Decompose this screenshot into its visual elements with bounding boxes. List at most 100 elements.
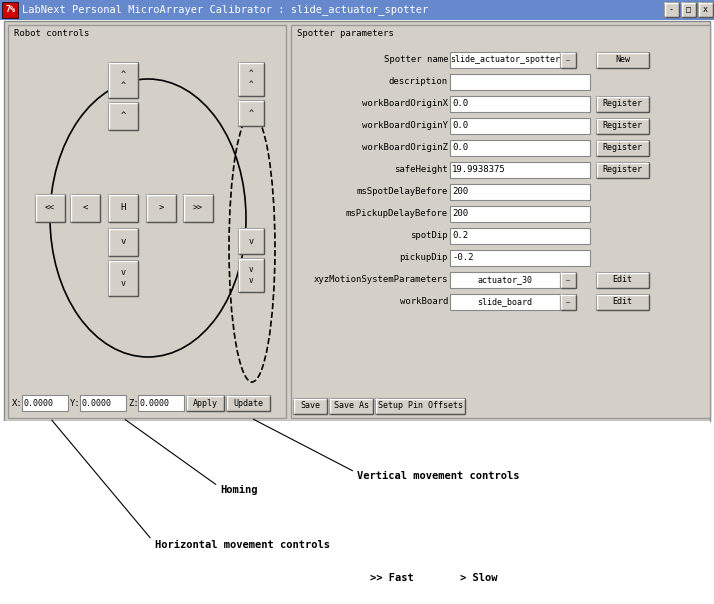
- Bar: [560, 272, 576, 288]
- Bar: [4, 21, 710, 421]
- Bar: [146, 194, 176, 222]
- Bar: [329, 398, 373, 414]
- Text: 19.9938375: 19.9938375: [452, 165, 506, 175]
- Text: —: —: [566, 277, 570, 283]
- Text: Register: Register: [603, 100, 643, 109]
- Bar: [108, 102, 138, 130]
- Bar: [238, 228, 264, 254]
- Text: 0.2: 0.2: [452, 231, 468, 240]
- Text: >: >: [159, 204, 164, 213]
- Text: x: x: [703, 5, 708, 14]
- Bar: [450, 272, 560, 288]
- Text: slide_actuator_spotter: slide_actuator_spotter: [450, 56, 560, 65]
- Bar: [450, 250, 590, 266]
- Text: 200: 200: [452, 210, 468, 219]
- Bar: [450, 96, 590, 112]
- Bar: [560, 52, 576, 68]
- Bar: [293, 398, 327, 414]
- Text: 0.0: 0.0: [452, 100, 468, 109]
- Text: actuator_30: actuator_30: [478, 275, 533, 284]
- Text: Edit: Edit: [613, 275, 633, 284]
- Bar: [450, 228, 590, 244]
- Text: v
v: v v: [248, 265, 253, 284]
- Text: Edit: Edit: [613, 298, 633, 306]
- Text: X:: X:: [12, 399, 23, 408]
- Bar: [375, 398, 465, 414]
- Text: ^: ^: [121, 112, 126, 121]
- Bar: [681, 2, 696, 17]
- Bar: [108, 228, 138, 256]
- Bar: [560, 294, 576, 310]
- Text: 0.0: 0.0: [452, 121, 468, 130]
- Bar: [596, 294, 649, 310]
- Text: v: v: [248, 237, 253, 245]
- Bar: [450, 52, 560, 68]
- Bar: [238, 62, 264, 96]
- Bar: [596, 140, 649, 156]
- Bar: [596, 52, 649, 68]
- Bar: [450, 140, 590, 156]
- Text: <: <: [82, 204, 88, 213]
- Text: 0.0000: 0.0000: [82, 399, 112, 408]
- Text: Setup Pin Offsets: Setup Pin Offsets: [378, 402, 463, 411]
- Bar: [226, 395, 270, 411]
- Text: Register: Register: [603, 144, 643, 152]
- Bar: [0, 0, 714, 20]
- Text: ^
^: ^ ^: [121, 70, 126, 90]
- Text: workBoardOriginY: workBoardOriginY: [362, 121, 448, 130]
- Bar: [450, 294, 560, 310]
- Text: pickupDip: pickupDip: [400, 254, 448, 263]
- Text: >>: >>: [193, 204, 203, 213]
- Bar: [138, 395, 184, 411]
- Bar: [183, 194, 213, 222]
- Text: Homing: Homing: [220, 485, 258, 495]
- Bar: [80, 395, 126, 411]
- Bar: [238, 100, 264, 126]
- Text: Y:: Y:: [70, 399, 81, 408]
- Bar: [2, 2, 18, 18]
- Bar: [22, 395, 68, 411]
- Bar: [450, 206, 590, 222]
- Bar: [4, 421, 710, 604]
- Text: LabNext Personal MicroArrayer Calibrator : slide_actuator_spotter: LabNext Personal MicroArrayer Calibrator…: [22, 5, 428, 16]
- Bar: [596, 96, 649, 112]
- Bar: [35, 194, 65, 222]
- Bar: [108, 62, 138, 98]
- Text: Horizontal movement controls: Horizontal movement controls: [155, 540, 330, 550]
- Text: 0.0000: 0.0000: [140, 399, 170, 408]
- Text: —: —: [566, 299, 570, 305]
- Text: Save As: Save As: [333, 402, 368, 411]
- Text: >> Fast: >> Fast: [370, 573, 413, 583]
- Text: xyzMotionSystemParameters: xyzMotionSystemParameters: [313, 275, 448, 284]
- Text: ^: ^: [248, 109, 253, 118]
- Bar: [450, 162, 590, 178]
- Text: Z:: Z:: [128, 399, 139, 408]
- Bar: [108, 260, 138, 296]
- Text: Apply: Apply: [193, 399, 218, 408]
- Text: description: description: [389, 77, 448, 86]
- Text: workBoard: workBoard: [400, 298, 448, 306]
- Bar: [450, 118, 590, 134]
- Text: safeHeight: safeHeight: [394, 165, 448, 175]
- Bar: [450, 184, 590, 200]
- Bar: [698, 2, 713, 17]
- Bar: [664, 2, 679, 17]
- Bar: [291, 25, 710, 418]
- Bar: [596, 118, 649, 134]
- Text: 200: 200: [452, 187, 468, 196]
- Bar: [8, 25, 286, 418]
- Bar: [596, 162, 649, 178]
- Text: v: v: [121, 237, 126, 246]
- Text: spotDip: spotDip: [411, 231, 448, 240]
- Text: -: -: [669, 5, 674, 14]
- Bar: [238, 258, 264, 292]
- Text: v
v: v v: [121, 268, 126, 288]
- Bar: [596, 272, 649, 288]
- Text: msPickupDelayBefore: msPickupDelayBefore: [346, 210, 448, 219]
- Bar: [70, 194, 100, 222]
- Text: Register: Register: [603, 121, 643, 130]
- Text: Spotter name: Spotter name: [383, 56, 448, 65]
- Text: workBoardOriginZ: workBoardOriginZ: [362, 144, 448, 152]
- Text: Update: Update: [233, 399, 263, 408]
- Text: <<: <<: [45, 204, 55, 213]
